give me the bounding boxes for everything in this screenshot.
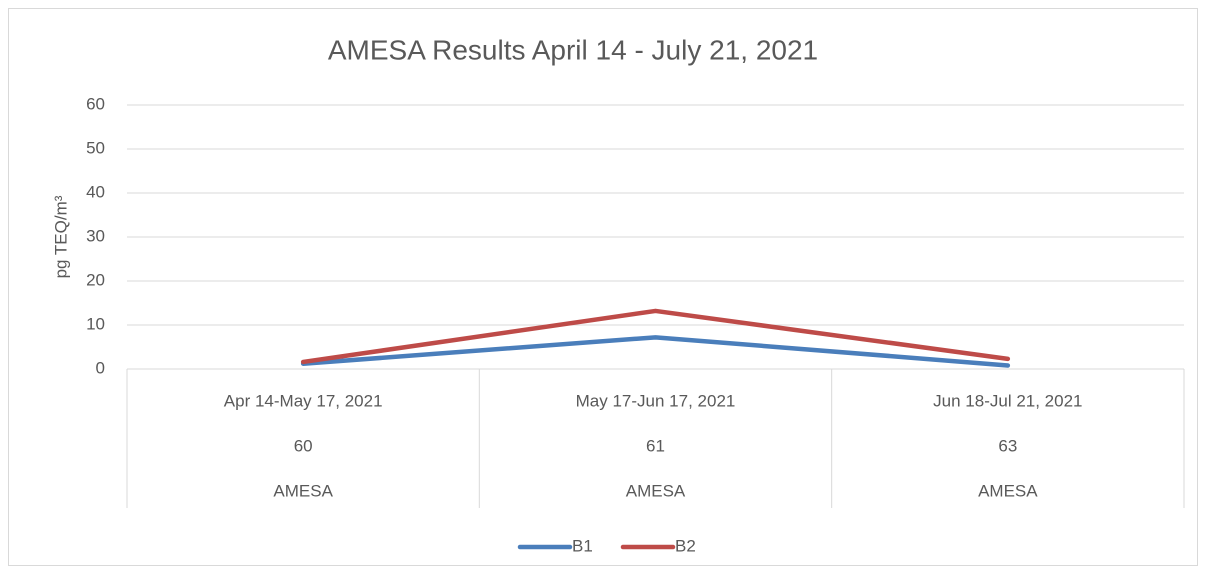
series-line [300,335,1011,368]
y-tick-label: 20 [86,270,105,289]
series-line [300,308,1011,365]
y-axis-label: pg TEQ/m³ [51,195,70,278]
category-id: 60 [294,436,313,455]
chart-title: AMESA Results April 14 - July 21, 2021 [328,34,818,65]
y-tick-label: 30 [86,226,105,245]
x-tick-label: Jun 18-Jul 21, 2021 [933,391,1082,410]
category-id: 63 [998,436,1017,455]
category-id: 61 [646,436,665,455]
y-tick-label: 50 [86,138,105,157]
y-tick-label: 60 [86,94,105,113]
category-group: AMESA [273,481,333,500]
legend-label: B2 [675,536,696,555]
x-tick-label: May 17-Jun 17, 2021 [576,391,736,410]
y-tick-label: 40 [86,182,105,201]
category-group: AMESA [978,481,1038,500]
y-tick-label: 0 [96,358,105,377]
x-tick-label: Apr 14-May 17, 2021 [224,391,383,410]
legend-label: B1 [572,536,593,555]
category-group: AMESA [626,481,686,500]
y-tick-label: 10 [86,314,105,333]
chart-border [8,8,1198,566]
